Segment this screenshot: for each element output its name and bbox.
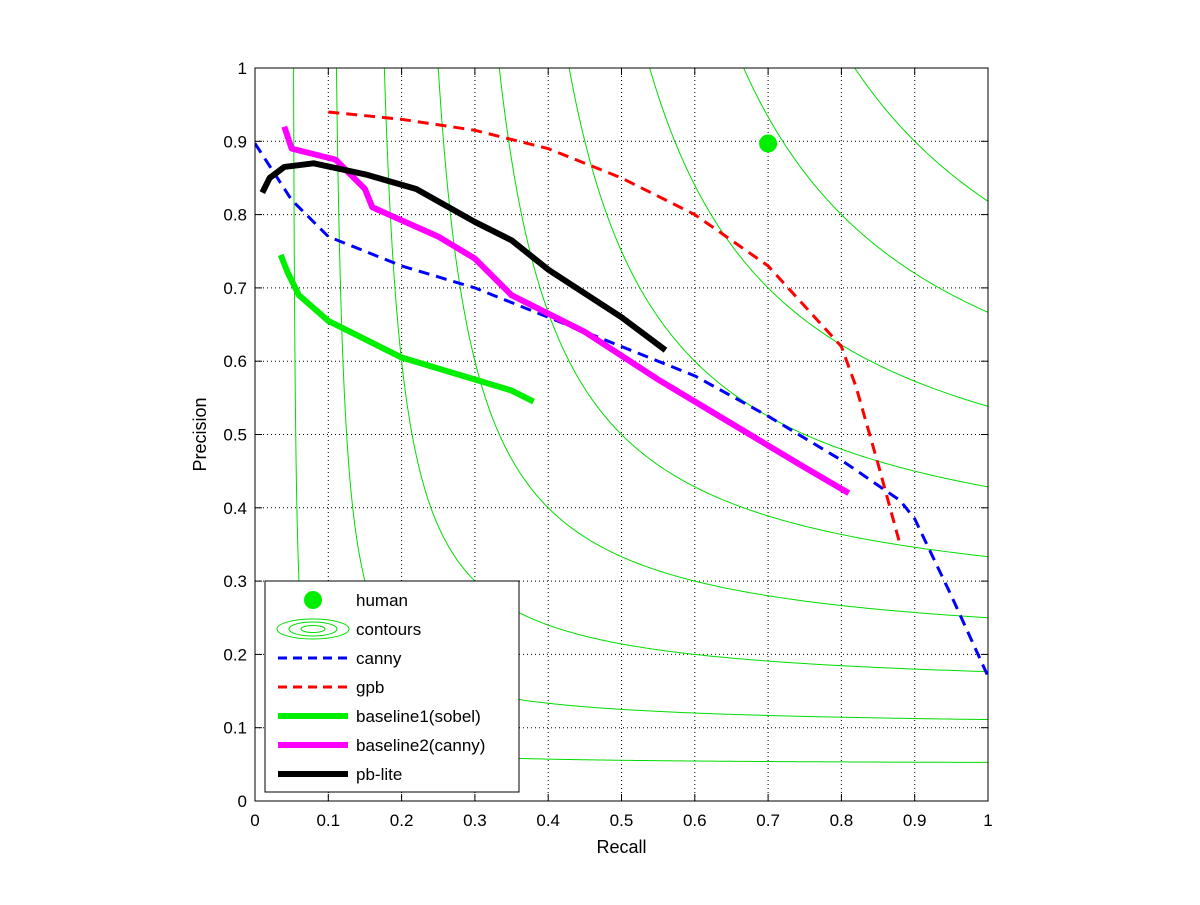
x-tick-label: 1 bbox=[983, 811, 992, 830]
legend-label-canny: canny bbox=[356, 649, 402, 668]
x-tick-label: 0.5 bbox=[610, 811, 634, 830]
series-lines bbox=[255, 110, 988, 678]
iso-f-contour bbox=[854, 68, 988, 202]
legend-swatch-contours bbox=[276, 618, 350, 640]
x-tick-label: 0.4 bbox=[536, 811, 560, 830]
legend-label-baseline2: baseline2(canny) bbox=[356, 736, 485, 755]
x-axis-label: Recall bbox=[596, 837, 646, 857]
x-tick-label: 0.2 bbox=[390, 811, 414, 830]
x-tick-labels: 0 0.1 0.2 0.3 0.4 0.5 0.6 0.7 0.8 0.9 1 bbox=[250, 811, 992, 830]
legend-label-contours: contours bbox=[356, 620, 421, 639]
x-tick-label: 0.1 bbox=[316, 811, 340, 830]
legend-label-pblite: pb-lite bbox=[356, 765, 402, 784]
y-tick-label: 0 bbox=[238, 792, 247, 811]
iso-f-contour bbox=[437, 68, 988, 619]
x-tick-label: 0.9 bbox=[903, 811, 927, 830]
iso-f-contour bbox=[649, 68, 988, 407]
legend-label-human: human bbox=[356, 591, 408, 610]
series-line-pb-lite bbox=[259, 160, 668, 353]
legend: human contours canny gpb baseline1(sobel… bbox=[264, 580, 520, 793]
x-tick-label: 0 bbox=[250, 811, 259, 830]
axis-ticks bbox=[254, 67, 989, 802]
x-tick-label: 0.6 bbox=[683, 811, 707, 830]
y-tick-label: 0.5 bbox=[223, 426, 247, 445]
points bbox=[759, 134, 778, 153]
x-tick-label: 0.3 bbox=[463, 811, 487, 830]
iso-f-contour bbox=[743, 68, 988, 313]
x-tick-label: 0.8 bbox=[830, 811, 854, 830]
legend-box bbox=[264, 580, 520, 793]
series-line-gpb bbox=[328, 110, 902, 545]
y-tick-label: 1 bbox=[238, 59, 247, 78]
iso-f-contour bbox=[498, 68, 988, 558]
series-line-baseline2-canny- bbox=[281, 125, 851, 496]
y-tick-label: 0.9 bbox=[223, 132, 247, 151]
legend-swatch-human bbox=[304, 591, 322, 609]
y-tick-label: 0.2 bbox=[223, 645, 247, 664]
y-tick-label: 0.4 bbox=[223, 499, 247, 518]
y-tick-label: 0.8 bbox=[223, 206, 247, 225]
legend-label-baseline1: baseline1(sobel) bbox=[356, 707, 481, 726]
iso-f-contour bbox=[568, 68, 988, 488]
y-tick-label: 0.1 bbox=[223, 719, 247, 738]
series-line-canny bbox=[255, 142, 988, 678]
y-tick-label: 0.3 bbox=[223, 572, 247, 591]
legend-label-gpb: gpb bbox=[356, 678, 384, 697]
series-line-baseline1-sobel- bbox=[277, 253, 535, 405]
y-tick-label: 0.7 bbox=[223, 279, 247, 298]
y-tick-labels: 0 0.1 0.2 0.3 0.4 0.5 0.6 0.7 0.8 0.9 1 bbox=[223, 59, 247, 811]
y-axis-label: Precision bbox=[190, 397, 210, 471]
y-tick-label: 0.6 bbox=[223, 352, 247, 371]
point-human bbox=[759, 134, 778, 153]
x-tick-label: 0.7 bbox=[756, 811, 780, 830]
